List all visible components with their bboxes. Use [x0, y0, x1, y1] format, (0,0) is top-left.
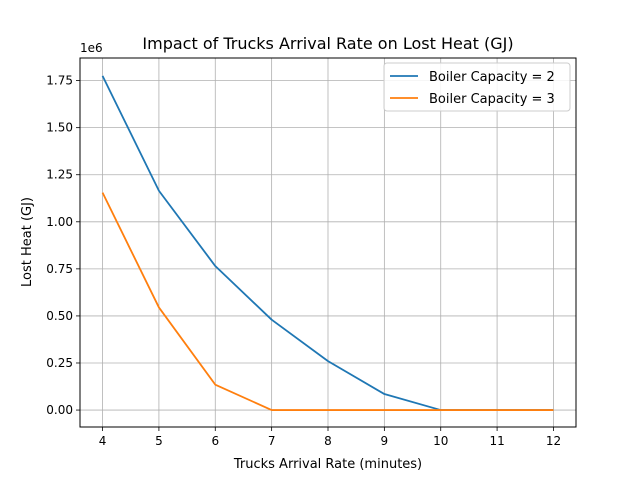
x-axis-label: Trucks Arrival Rate (minutes): [233, 457, 422, 472]
x-tick-label: 4: [99, 434, 107, 448]
y-tick-label: 0.75: [46, 262, 73, 276]
y-tick-label: 0.25: [46, 356, 73, 370]
x-axis-ticks: 4 5 6 7 8 9 10 11 12: [99, 427, 561, 448]
x-tick-label: 9: [381, 434, 389, 448]
x-tick-label: 6: [211, 434, 219, 448]
y-tick-label: 1.50: [46, 121, 73, 135]
x-tick-label: 12: [546, 434, 561, 448]
series-group: [101, 75, 554, 411]
legend-entry-2: Boiler Capacity = 3: [429, 92, 555, 107]
series-line-2: [101, 192, 554, 411]
x-tick-label: 7: [268, 434, 276, 448]
y-tick-label: 1.75: [46, 74, 73, 88]
legend-box: [383, 62, 571, 112]
y-offset-label: 1e6: [80, 41, 103, 55]
y-tick-label: 1.25: [46, 168, 73, 182]
x-tick-label: 11: [489, 434, 504, 448]
legend-entry-1: Boiler Capacity = 2: [429, 70, 555, 85]
x-tick-label: 10: [433, 434, 448, 448]
y-tick-label: 0.50: [46, 309, 73, 323]
y-axis-label: Lost Heat (GJ): [20, 197, 35, 287]
x-tick-label: 8: [324, 434, 332, 448]
x-tick-label: 5: [155, 434, 163, 448]
y-axis-ticks: 0.00 0.25 0.50 0.75 1.00 1.25 1.50 1.75: [46, 74, 80, 417]
chart-title: Impact of Trucks Arrival Rate on Lost He…: [142, 34, 513, 53]
y-tick-label: 0.00: [46, 403, 73, 417]
y-tick-label: 1.00: [46, 215, 73, 229]
legend: Boiler Capacity = 2 Boiler Capacity = 3: [383, 62, 571, 112]
